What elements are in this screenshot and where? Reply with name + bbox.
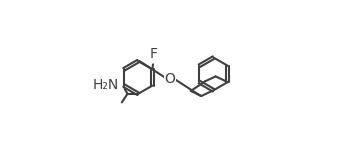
Text: O: O <box>165 71 175 86</box>
Text: H₂N: H₂N <box>93 78 119 92</box>
Text: F: F <box>150 47 158 61</box>
